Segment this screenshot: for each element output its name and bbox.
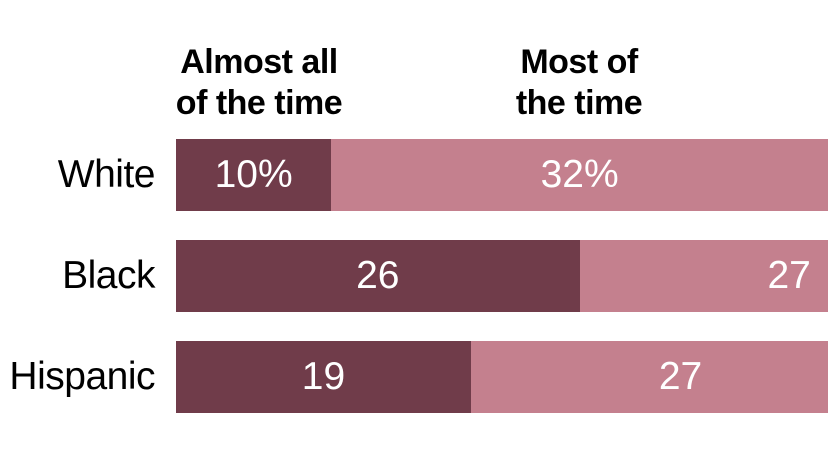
- bar-segment-almost-all-of-the-time: 19: [176, 341, 471, 413]
- column-header-line: of the time: [175, 84, 343, 122]
- bar-value-label: 27: [767, 254, 811, 297]
- category-label: Black: [62, 254, 155, 297]
- chart-row-hispanic: Hispanic 19 27: [0, 341, 828, 413]
- bar-segment-most-of-the-time: 32%: [331, 139, 828, 211]
- chart-row-white: White 10% 32%: [0, 139, 828, 211]
- bar-segment-almost-all-of-the-time: 10%: [176, 139, 332, 211]
- bar-segment-almost-all-of-the-time: 26: [176, 240, 580, 312]
- column-header-almost-all-of-the-time: Almost all of the time: [175, 42, 343, 124]
- bar-value-label: 26: [356, 254, 400, 297]
- bar-hispanic: 19 27: [176, 341, 828, 413]
- bar-value-label: 10%: [214, 153, 293, 196]
- bar-value-label: 32%: [540, 153, 619, 196]
- category-label: White: [57, 153, 156, 196]
- column-header-line: Almost all: [180, 43, 338, 81]
- bar-value-label: 27: [658, 355, 703, 398]
- bar-segment-most-of-the-time: 27: [579, 240, 828, 312]
- bar-white: 10% 32%: [176, 139, 828, 211]
- column-header-most-of-the-time: Most of the time: [515, 42, 643, 124]
- column-header-line: the time: [515, 84, 643, 122]
- chart-row-black: Black 26 27: [0, 240, 828, 312]
- column-header-line: Most of: [520, 43, 638, 81]
- bar-segment-most-of-the-time: 27: [470, 341, 828, 413]
- bar-value-label: 19: [301, 355, 346, 398]
- chart-rows: White 10% 32% Black 26 27 Hispanic 19 27: [0, 139, 828, 413]
- category-label: Hispanic: [9, 355, 155, 398]
- bar-black: 26 27: [176, 240, 828, 312]
